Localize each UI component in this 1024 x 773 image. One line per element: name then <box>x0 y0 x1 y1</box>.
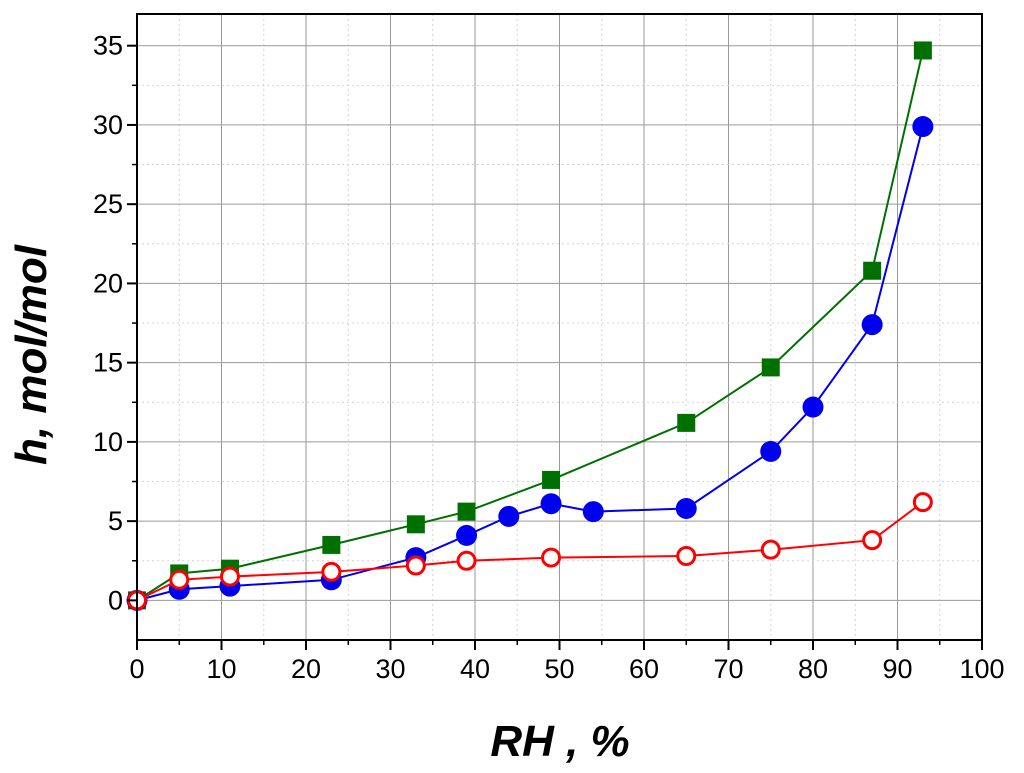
data-point-circle <box>456 524 478 546</box>
data-point-open-circle <box>676 546 697 567</box>
data-point-circle <box>912 116 934 138</box>
data-point-square <box>322 535 341 554</box>
data-point-open-circle <box>405 555 426 576</box>
data-point-open-circle <box>219 566 240 587</box>
y-tick-label: 20 <box>93 268 123 298</box>
series-1 <box>128 41 932 610</box>
data-point-square <box>863 261 882 280</box>
x-tick-label: 50 <box>544 654 574 684</box>
y-tick-label: 5 <box>108 506 123 536</box>
series-2 <box>126 116 934 611</box>
data-point-open-circle <box>760 539 781 560</box>
x-tick-label: 20 <box>291 654 321 684</box>
data-point-circle <box>675 497 697 519</box>
series-layer <box>126 41 934 611</box>
data-point-open-circle <box>862 530 883 551</box>
y-tick-label: 15 <box>93 348 123 378</box>
data-point-open-circle <box>456 550 477 571</box>
y-tick-label: 0 <box>108 585 123 615</box>
series-line <box>136 126 924 602</box>
data-point-open-circle <box>169 569 190 590</box>
data-point-square <box>677 413 696 432</box>
x-tick-label: 10 <box>206 654 236 684</box>
data-point-circle <box>582 501 604 523</box>
y-tick-label: 35 <box>93 31 123 61</box>
x-tick-label: 30 <box>375 654 405 684</box>
y-tick-label: 30 <box>93 110 123 140</box>
data-point-circle <box>760 440 782 462</box>
y-tick-label: 25 <box>93 189 123 219</box>
data-point-square <box>542 470 561 489</box>
data-point-open-circle <box>541 547 562 568</box>
data-point-circle <box>540 493 562 515</box>
x-tick-label: 60 <box>629 654 659 684</box>
series-line <box>136 501 924 602</box>
data-point-square <box>457 502 476 521</box>
x-axis-title: RH , % <box>490 717 629 766</box>
data-point-square <box>913 41 932 60</box>
x-tick-label: 70 <box>713 654 743 684</box>
data-point-circle <box>498 505 520 527</box>
series-line <box>136 50 924 602</box>
x-tick-label: 90 <box>882 654 912 684</box>
x-tick-label: 40 <box>460 654 490 684</box>
data-point-open-circle <box>912 492 933 513</box>
data-point-circle <box>802 396 824 418</box>
data-point-circle <box>861 314 883 336</box>
data-point-open-circle <box>321 561 342 582</box>
x-tick-label: 100 <box>959 654 1004 684</box>
data-point-square <box>761 358 780 377</box>
grid <box>136 14 983 640</box>
y-tick-label: 10 <box>93 427 123 457</box>
y-axis-title: h, mol/mol <box>7 244 56 465</box>
data-point-square <box>406 515 425 534</box>
x-tick-label: 0 <box>129 654 144 684</box>
x-tick-label: 80 <box>798 654 828 684</box>
axis-ticks: 0 10 20 30 40 50 60 70 80 90 100 0 5 10 15 20 25 30 35 <box>93 31 1005 684</box>
